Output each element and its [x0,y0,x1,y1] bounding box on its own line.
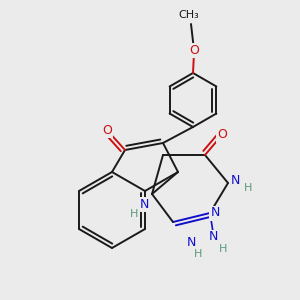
Text: H: H [130,209,138,219]
Text: O: O [217,128,227,142]
Text: N: N [139,197,149,211]
Text: N: N [210,206,220,220]
Text: CH₃: CH₃ [178,10,200,20]
Text: O: O [189,44,199,56]
Text: H: H [194,249,202,259]
Text: H: H [244,183,252,193]
Text: O: O [102,124,112,136]
Text: N: N [208,230,218,244]
Text: H: H [219,244,227,254]
Text: N: N [186,236,196,248]
Text: N: N [230,175,240,188]
